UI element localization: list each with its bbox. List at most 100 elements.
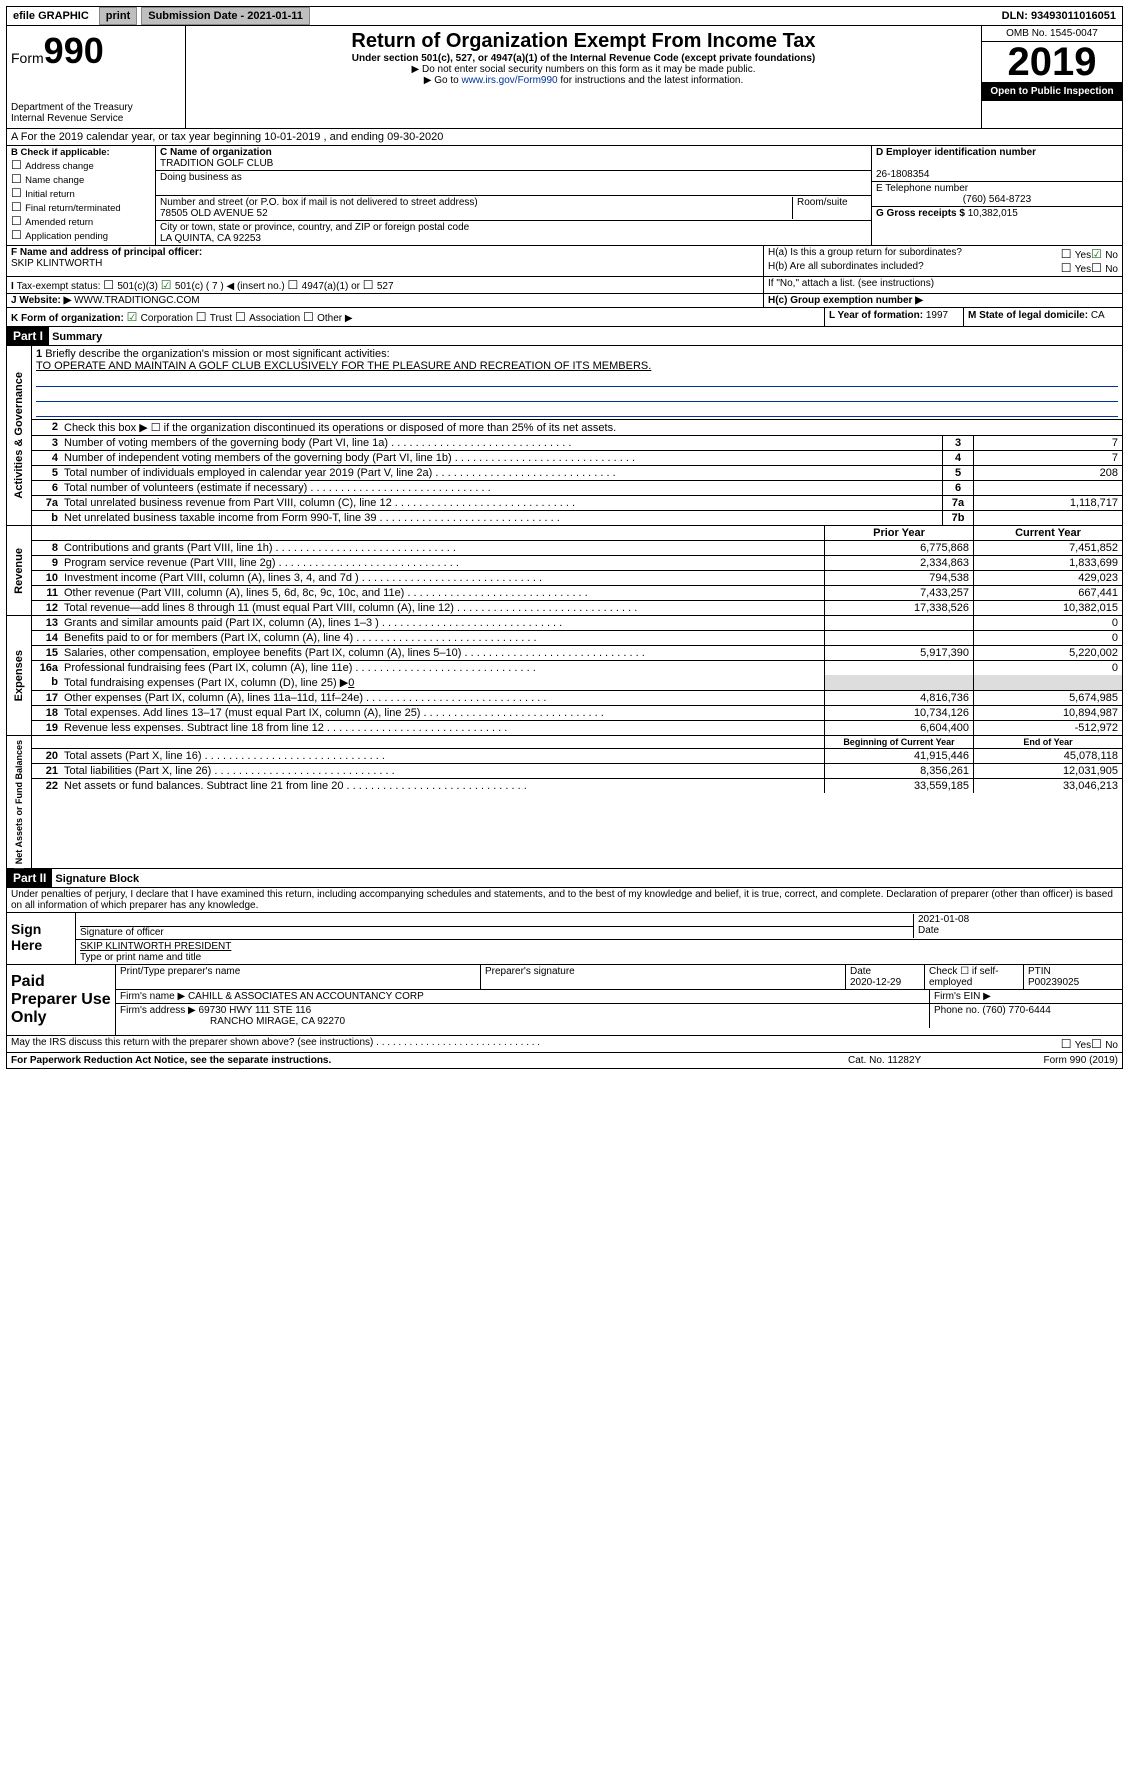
chk-assoc[interactable]: Association [235, 313, 300, 324]
submission-date-pill: Submission Date - 2021-01-11 [141, 7, 310, 25]
date-label: Date [918, 925, 939, 936]
mission-text: TO OPERATE AND MAINTAIN A GOLF CLUB EXCL… [36, 360, 651, 372]
org-name: TRADITION GOLF CLUB [160, 158, 273, 169]
line-22: 22Net assets or fund balances. Subtract … [32, 779, 1122, 793]
line-19: 19Revenue less expenses. Subtract line 1… [32, 721, 1122, 735]
line6-label: Total number of volunteers (estimate if … [64, 482, 307, 494]
firm-phone-label: Phone no. [934, 1005, 980, 1016]
side-governance: Activities & Governance [13, 368, 25, 503]
line7b-label: Net unrelated business taxable income fr… [64, 512, 376, 524]
line-14: 14Benefits paid to or for members (Part … [32, 631, 1122, 646]
ein-value: 26-1808354 [876, 169, 929, 180]
hb-yes[interactable]: Yes [1061, 261, 1091, 275]
officer-name: SKIP KLINTWORTH [11, 258, 102, 269]
preparer-sig-label: Preparer's signature [481, 965, 846, 989]
chk-other[interactable]: Other ▶ [303, 313, 353, 324]
discuss-yes[interactable]: Yes [1061, 1037, 1091, 1051]
line4-value: 7 [973, 451, 1122, 465]
prep-date-label: Date [850, 966, 871, 977]
line-15: 15Salaries, other compensation, employee… [32, 646, 1122, 661]
part1-tab: Part I [7, 327, 49, 345]
top-bar: efile GRAPHIC print Submission Date - 20… [6, 6, 1123, 26]
addr-label: Number and street (or P.O. box if mail i… [160, 197, 478, 208]
type-name-label: Type or print name and title [80, 952, 201, 963]
self-employed-check[interactable]: Check ☐ if self-employed [925, 965, 1024, 989]
line16b-value: 0 [348, 677, 354, 689]
chk-4947[interactable]: 4947(a)(1) or [288, 281, 360, 292]
cat-no: Cat. No. 11282Y [848, 1055, 998, 1066]
g-gross-label: G Gross receipts $ [876, 208, 965, 219]
state-domicile: CA [1091, 310, 1105, 321]
line-10: 10Investment income (Part VIII, column (… [32, 571, 1122, 586]
line-18: 18Total expenses. Add lines 13–17 (must … [32, 706, 1122, 721]
side-revenue: Revenue [13, 544, 25, 598]
part1-title: Summary [52, 331, 102, 343]
city-label: City or town, state or province, country… [160, 222, 469, 233]
firm-addr-label: Firm's address ▶ [120, 1005, 196, 1016]
chk-trust[interactable]: Trust [196, 313, 233, 324]
line3-label: Number of voting members of the governin… [64, 437, 388, 449]
chk-527[interactable]: 527 [363, 281, 394, 292]
chk-address-change[interactable]: Address change [11, 158, 151, 172]
line-11: 11Other revenue (Part VIII, column (A), … [32, 586, 1122, 601]
firm-ein-label: Firm's EIN ▶ [930, 990, 1122, 1003]
instructions-link[interactable]: www.irs.gov/Form990 [461, 75, 557, 86]
firm-addr2: RANCHO MIRAGE, CA 92270 [210, 1016, 345, 1027]
m-label: M State of legal domicile: [968, 310, 1088, 321]
hb-label: H(b) Are all subordinates included? [768, 261, 1061, 275]
i-label: Tax-exempt status: [17, 281, 101, 292]
hc-label: H(c) Group exemption number ▶ [768, 295, 923, 306]
print-button[interactable]: print [99, 7, 137, 25]
line7b-value [973, 511, 1122, 525]
line-17: 17Other expenses (Part IX, column (A), l… [32, 691, 1122, 706]
pra-notice: For Paperwork Reduction Act Notice, see … [11, 1055, 848, 1066]
line7a-value: 1,118,717 [973, 496, 1122, 510]
d-ein-label: D Employer identification number [876, 147, 1036, 158]
line-16a: 16aProfessional fundraising fees (Part I… [32, 661, 1122, 675]
chk-initial-return[interactable]: Initial return [11, 186, 151, 200]
side-net-assets: Net Assets or Fund Balances [14, 736, 24, 868]
ha-no[interactable]: No [1091, 247, 1118, 261]
end-year-header: End of Year [973, 736, 1122, 748]
e-phone-label: E Telephone number [876, 183, 968, 194]
hb-no[interactable]: No [1091, 261, 1118, 275]
hb-note: If "No," attach a list. (see instruction… [768, 278, 934, 289]
ptin-label: PTIN [1028, 966, 1051, 977]
paid-preparer-label: Paid Preparer Use Only [7, 965, 116, 1035]
room-label: Room/suite [792, 197, 867, 219]
chk-corp[interactable]: Corporation [127, 313, 193, 324]
dept-label: Department of the Treasury Internal Reve… [11, 102, 181, 124]
c-name-label: C Name of organization [160, 147, 272, 158]
line-21: 21Total liabilities (Part X, line 26)8,3… [32, 764, 1122, 779]
prior-year-header: Prior Year [824, 526, 973, 540]
chk-amended-return[interactable]: Amended return [11, 214, 151, 228]
line-13: 13Grants and similar amounts paid (Part … [32, 616, 1122, 631]
chk-application-pending[interactable]: Application pending [11, 228, 151, 242]
form-footer: Form 990 (2019) [998, 1055, 1118, 1066]
city-state-zip: LA QUINTA, CA 92253 [160, 233, 261, 244]
section-b-label: B Check if applicable: [11, 147, 151, 158]
j-label: Website: ▶ [19, 295, 71, 306]
tax-period-row: A For the 2019 calendar year, or tax yea… [6, 129, 1123, 146]
line-8: 8Contributions and grants (Part VIII, li… [32, 541, 1122, 556]
dln-label: DLN: 93493011016051 [996, 8, 1122, 24]
sign-date: 2021-01-08 [918, 914, 969, 925]
chk-final-return[interactable]: Final return/terminated [11, 200, 151, 214]
website-value: WWW.TRADITIONGC.COM [74, 295, 200, 306]
line7a-label: Total unrelated business revenue from Pa… [64, 497, 392, 509]
efile-label: efile GRAPHIC [7, 8, 95, 24]
open-public-badge: Open to Public Inspection [982, 82, 1122, 101]
discuss-label: May the IRS discuss this return with the… [11, 1037, 373, 1048]
discuss-no[interactable]: No [1091, 1037, 1118, 1051]
line3-value: 7 [973, 436, 1122, 450]
part2-tab: Part II [7, 869, 52, 887]
street-address: 78505 OLD AVENUE 52 [160, 208, 268, 219]
chk-name-change[interactable]: Name change [11, 172, 151, 186]
chk-501c[interactable]: 501(c) ( 7 ) ◀ (insert no.) [161, 281, 285, 292]
chk-501c3[interactable]: 501(c)(3) [103, 281, 158, 292]
firm-name: CAHILL & ASSOCIATES AN ACCOUNTANCY CORP [188, 991, 424, 1002]
k-label: K Form of organization: [11, 313, 124, 324]
year-formation: 1997 [926, 310, 948, 321]
ha-yes[interactable]: Yes [1061, 247, 1091, 261]
form-title: Return of Organization Exempt From Incom… [190, 30, 977, 53]
